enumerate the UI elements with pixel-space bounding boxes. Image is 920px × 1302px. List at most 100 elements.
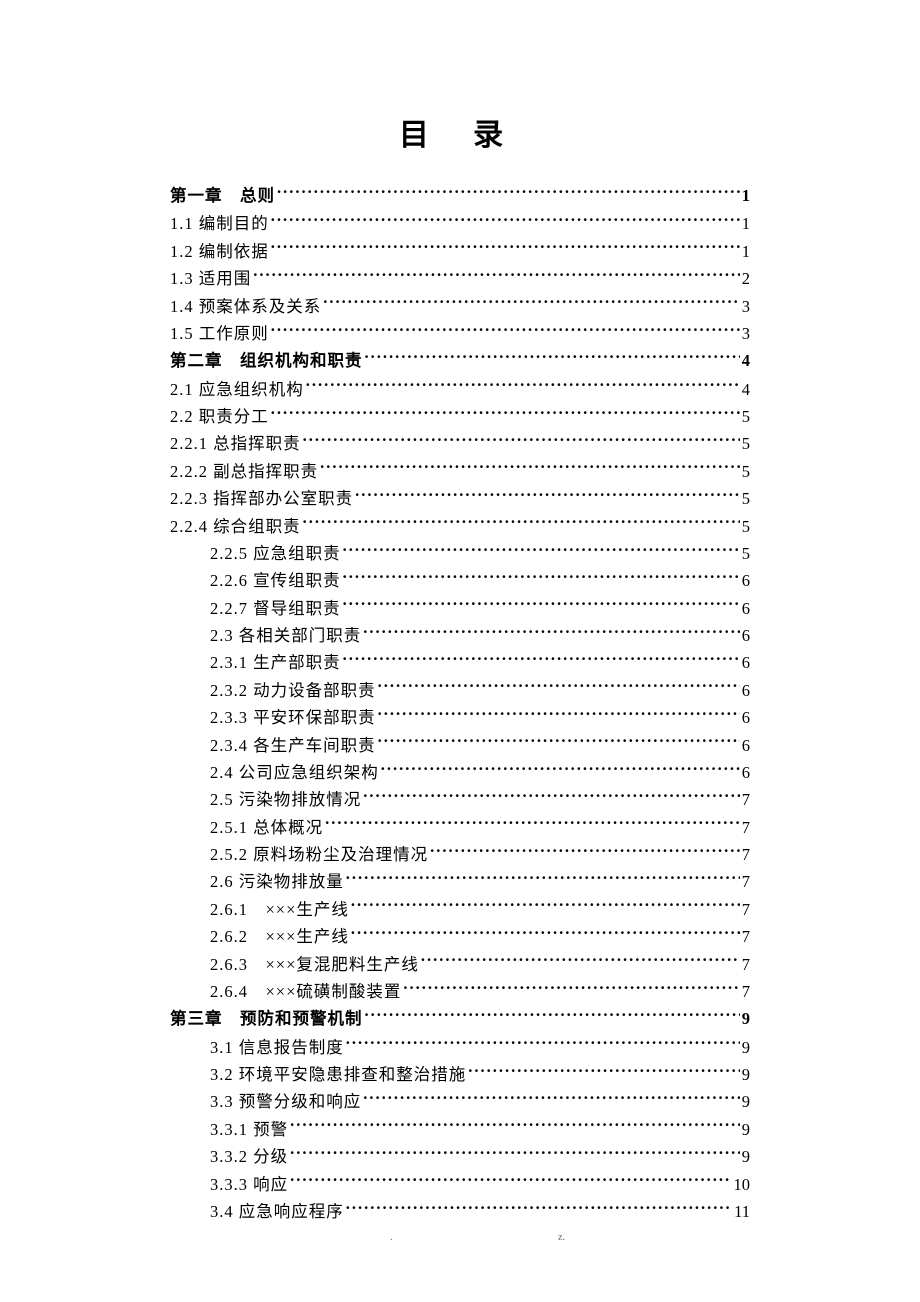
toc-entry-page: 5	[742, 430, 750, 457]
toc-entry-page: 5	[742, 485, 750, 512]
toc-entry-page: 6	[742, 649, 750, 676]
toc-leader-dots	[306, 378, 740, 395]
toc-entry: 1.2 编制依据1	[170, 238, 750, 265]
toc-entry-page: 5	[742, 403, 750, 430]
toc-entry-page: 6	[742, 677, 750, 704]
toc-entry: 2.3.1 生产部职责 6	[170, 649, 750, 676]
toc-leader-dots	[346, 1036, 740, 1053]
toc-entry-label: 3.3.1 预警	[210, 1116, 288, 1143]
toc-entry-page: 7	[742, 868, 750, 895]
toc-leader-dots	[363, 789, 740, 806]
toc-entry-label: 2.2.5 应急组职责	[210, 540, 341, 567]
document-page: 目 录 第一章 总则11.1 编制目的11.2 编制依据11.3 适用围21.4…	[0, 0, 920, 1285]
toc-entry-page: 7	[742, 786, 750, 813]
toc-leader-dots	[403, 980, 739, 997]
toc-leader-dots	[378, 734, 740, 751]
toc-entry-label: 2.3 各相关部门职责	[210, 622, 361, 649]
footer-dot-right: z.	[558, 1232, 565, 1243]
toc-entry-page: 1	[742, 238, 750, 265]
toc-entry: 2.2.7 督导组职责 6	[170, 595, 750, 622]
toc-entry-label: 1.5 工作原则	[170, 320, 269, 347]
toc-entry-page: 7	[742, 978, 750, 1005]
toc-entry: 1.4 预案体系及关系3	[170, 293, 750, 320]
toc-entry-page: 11	[734, 1198, 750, 1225]
toc-entry-label: 2.2.1 总指挥职责	[170, 430, 301, 457]
toc-leader-dots	[343, 570, 740, 587]
toc-entry-page: 6	[742, 759, 750, 786]
toc-entry-page: 7	[742, 814, 750, 841]
toc-entry: 2.3.4 各生产车间职责6	[170, 732, 750, 759]
toc-entry: 2.2 职责分工5	[170, 403, 750, 430]
toc-leader-dots	[325, 816, 740, 833]
toc-entry: 2.3.3 平安环保部职责6	[170, 704, 750, 731]
toc-entry: 第三章 预防和预警机制9	[170, 1005, 750, 1033]
toc-leader-dots	[355, 488, 740, 505]
toc-entry-label: 1.1 编制目的	[170, 210, 269, 237]
toc-entry: 3.2 环境平安隐患排查和整治措施 9	[170, 1061, 750, 1088]
toc-leader-dots	[320, 460, 740, 477]
toc-entry-label: 3.4 应急响应程序	[210, 1198, 344, 1225]
toc-entry: 2.3 各相关部门职责 6	[170, 622, 750, 649]
toc-entry-label: 第一章 总则	[170, 183, 275, 210]
toc-entry-page: 1	[742, 182, 750, 209]
toc-entry: 2.6.2 ×××生产线7	[170, 923, 750, 950]
toc-leader-dots	[365, 1008, 740, 1025]
toc-leader-dots	[468, 1064, 740, 1081]
toc-entry: 2.6.4 ×××硫磺制酸装置 7	[170, 978, 750, 1005]
toc-entry: 3.3.3 响应 10	[170, 1171, 750, 1198]
toc-entry-page: 4	[742, 347, 750, 374]
toc-entry-page: 9	[742, 1061, 750, 1088]
toc-entry-label: 2.6.3 ×××复混肥料生产线	[210, 951, 419, 978]
toc-entry: 1.5 工作原则3	[170, 320, 750, 347]
toc-leader-dots	[363, 1091, 740, 1108]
toc-entry-label: 2.6 污染物排放量	[210, 868, 344, 895]
toc-entry-label: 2.4 公司应急组织架构	[210, 759, 379, 786]
toc-entry-label: 2.1 应急组织机构	[170, 376, 304, 403]
toc-entry: 2.6.1 ×××生产线 7	[170, 896, 750, 923]
toc-leader-dots	[351, 926, 740, 943]
toc-entry-page: 10	[734, 1171, 751, 1198]
toc-entry-page: 5	[742, 540, 750, 567]
toc-entry-label: 3.3 预警分级和响应	[210, 1088, 361, 1115]
toc-entry: 2.4 公司应急组织架构 6	[170, 759, 750, 786]
toc-leader-dots	[430, 844, 740, 861]
toc-entry: 2.2.4 综合组职责5	[170, 513, 750, 540]
toc-entry: 1.3 适用围2	[170, 265, 750, 292]
toc-leader-dots	[421, 953, 740, 970]
toc-leader-dots	[323, 295, 740, 312]
toc-leader-dots	[271, 322, 740, 339]
toc-entry-page: 5	[742, 458, 750, 485]
toc-entry: 2.2.2 副总指挥职责5	[170, 458, 750, 485]
toc-leader-dots	[303, 515, 740, 532]
toc-entry: 3.3.2 分级9	[170, 1143, 750, 1170]
toc-entry-label: 2.3.3 平安环保部职责	[210, 704, 376, 731]
toc-entry: 第一章 总则 1	[170, 182, 750, 210]
toc-entry-page: 6	[742, 595, 750, 622]
toc-entry-label: 3.3.3 响应	[210, 1171, 288, 1198]
toc-entry: 3.3 预警分级和响应 9	[170, 1088, 750, 1115]
toc-entry-label: 3.1 信息报告制度	[210, 1034, 344, 1061]
toc-entry-page: 6	[742, 567, 750, 594]
toc-entry-page: 7	[742, 896, 750, 923]
toc-entry-label: 3.2 环境平安隐患排查和整治措施	[210, 1061, 466, 1088]
toc-entry-page: 6	[742, 622, 750, 649]
toc-entry-label: 2.5 污染物排放情况	[210, 786, 361, 813]
toc-entry-label: 3.3.2 分级	[210, 1143, 288, 1170]
toc-entry-page: 7	[742, 923, 750, 950]
toc-leader-dots	[271, 240, 740, 257]
toc-leader-dots	[277, 185, 740, 202]
toc-entry-label: 2.2.7 督导组职责	[210, 595, 341, 622]
toc-entry: 2.2.3 指挥部办公室职责5	[170, 485, 750, 512]
toc-leader-dots	[365, 350, 740, 367]
toc-entry-page: 9	[742, 1088, 750, 1115]
toc-leader-dots	[378, 707, 740, 724]
toc-leader-dots	[363, 625, 740, 642]
toc-entry-label: 2.6.4 ×××硫磺制酸装置	[210, 978, 401, 1005]
toc-entry-label: 2.3.1 生产部职责	[210, 649, 341, 676]
toc-entry-label: 2.6.1 ×××生产线	[210, 896, 349, 923]
toc-entry-label: 2.5.2 原料场粉尘及治理情况	[210, 841, 428, 868]
toc-leader-dots	[290, 1118, 740, 1135]
toc-entry: 2.6 污染物排放量 7	[170, 868, 750, 895]
toc-entry-page: 2	[742, 265, 750, 292]
toc-entry: 2.3.2 动力设备部职责6	[170, 677, 750, 704]
